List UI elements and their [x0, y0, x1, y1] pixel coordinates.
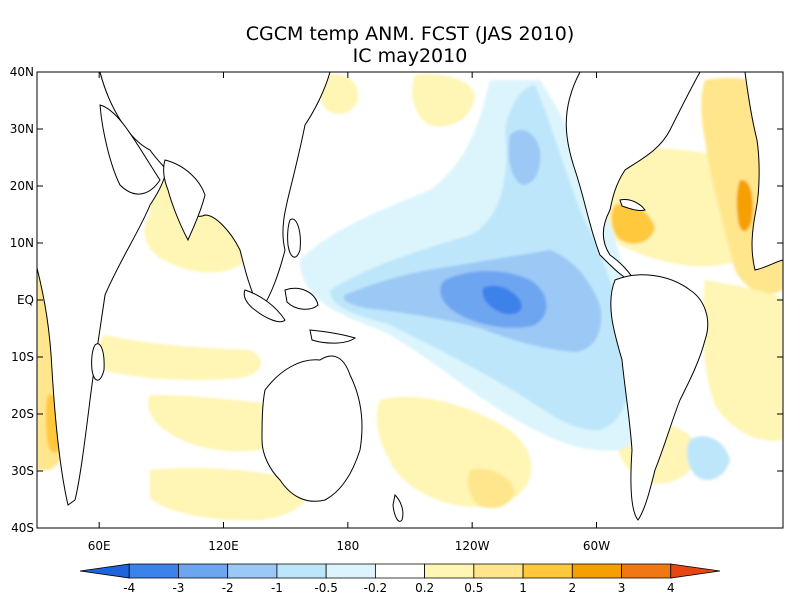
- colorbar-swatch: [522, 563, 573, 579]
- colorbar-label: -1: [271, 581, 283, 595]
- shade-indian-warm-2: [98, 335, 261, 380]
- shade-atlantic-warm-core: [736, 179, 753, 232]
- land-cuba: [619, 199, 646, 211]
- x-tick-label: 180: [336, 539, 359, 553]
- land-australia: [261, 355, 363, 502]
- colorbar-label: 2: [568, 581, 576, 595]
- land-arabia: [99, 104, 161, 195]
- y-tick-label: 20N: [10, 179, 34, 193]
- colorbar-swatch: [227, 563, 278, 579]
- colorbar-swatch: [374, 563, 426, 579]
- colorbar-label: -0.2: [364, 581, 387, 595]
- land-indonesia-2: [284, 287, 319, 310]
- land-new-zealand: [392, 493, 404, 522]
- colorbar-swatch: [424, 563, 475, 579]
- y-tick-label: EQ: [17, 293, 34, 307]
- shade-npacific-warm-2: [319, 74, 359, 114]
- land-indonesia-1: [243, 289, 286, 323]
- y-tick-label: 20S: [11, 407, 34, 421]
- shade-indian-warm-3: [148, 395, 291, 452]
- land-asia: [99, 72, 331, 311]
- shade-southatlantic-warm: [703, 280, 783, 441]
- x-tick-label: 120W: [455, 539, 490, 553]
- shade-pacific-cold-core: [482, 285, 522, 315]
- land-indonesia-3: [309, 329, 357, 344]
- land-india: [163, 159, 206, 242]
- land-madagascar: [91, 343, 105, 381]
- land-south-america: [610, 274, 709, 521]
- shade-satl-cold: [687, 436, 730, 480]
- colorbar-swatch: [325, 563, 376, 579]
- colorbar-swatch: [276, 563, 327, 579]
- anomaly-field: [37, 72, 783, 522]
- chart-subtitle: IC may2010: [353, 45, 468, 67]
- shade-indian-warm-5: [197, 223, 235, 266]
- colorbar-label: 1: [519, 581, 527, 595]
- shade-indian-warm-4: [150, 468, 308, 521]
- y-tick-label: 30S: [11, 464, 34, 478]
- colorbar-label: 4: [667, 581, 675, 595]
- colorbar-label: -3: [172, 581, 184, 595]
- y-tick-label: 30N: [10, 122, 34, 136]
- shading: [37, 74, 783, 521]
- y-tick-label: 40S: [11, 521, 34, 535]
- shade-caribbean-warm: [611, 203, 655, 244]
- land: [37, 72, 783, 522]
- colorbar-label: -0.5: [314, 581, 337, 595]
- y-tick-label: 40N: [10, 65, 34, 79]
- colorbar-label: 0.2: [415, 581, 434, 595]
- x-tick-label: 60E: [88, 539, 111, 553]
- colorbar-label: -4: [123, 581, 135, 595]
- land-europe-africa-nw: [744, 72, 783, 271]
- colorbar-swatch: [571, 563, 622, 579]
- colorbar-label: 3: [618, 581, 626, 595]
- colorbar-swatch: [473, 563, 524, 579]
- colorbar-swatch: [178, 563, 229, 579]
- x-tick-label: 120E: [208, 539, 239, 553]
- y-axis: 40N 30N 20N 10N EQ 10S 20S 30S 40S: [10, 65, 783, 535]
- y-tick-label: 10N: [10, 236, 34, 250]
- shade-spacific-warm-2: [467, 468, 515, 509]
- colorbar-swatch: [621, 563, 672, 579]
- colorbar: -4 -3 -2 -1 -0.5 -0.2 0.2 0.5 1 2 3 4: [79, 563, 721, 595]
- y-tick-label: 10S: [11, 350, 34, 364]
- shade-npacific-warm-1: [412, 74, 475, 127]
- colorbar-swatch: [128, 563, 179, 579]
- land-philippines: [287, 218, 301, 258]
- chart-title: CGCM temp ANM. FCST (JAS 2010): [246, 23, 575, 45]
- x-tick-label: 60W: [583, 539, 610, 553]
- colorbar-label: -2: [222, 581, 234, 595]
- colorbar-label: 0.5: [464, 581, 483, 595]
- shade-pacific-cold-4: [508, 130, 541, 185]
- x-axis: 60E 120E 180 120W 60W: [88, 72, 610, 553]
- colorbar-swatch: [79, 563, 130, 579]
- colorbar-swatch: [670, 563, 721, 579]
- land-north-america: [565, 72, 701, 283]
